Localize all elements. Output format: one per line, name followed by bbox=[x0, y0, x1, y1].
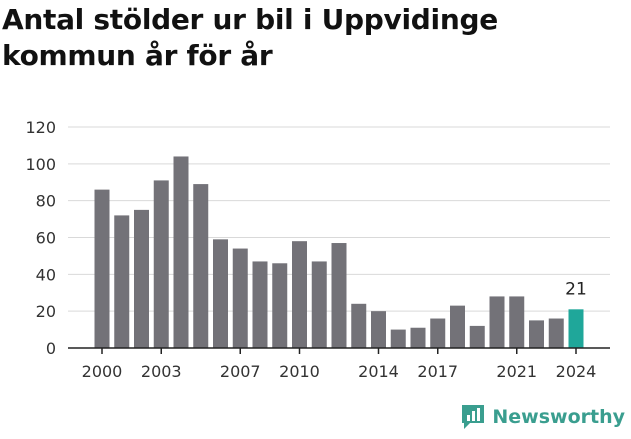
bar-2011 bbox=[311, 261, 327, 348]
x-tick-label-2007: 2007 bbox=[220, 362, 261, 381]
y-tick-label-100: 100 bbox=[25, 155, 56, 174]
bar-2003 bbox=[153, 180, 169, 348]
brand-name: Newsworthy bbox=[492, 406, 625, 428]
bar-2022 bbox=[529, 320, 544, 349]
bar-2015 bbox=[390, 329, 406, 348]
bar-2018 bbox=[450, 305, 465, 348]
bar-2010 bbox=[292, 241, 307, 348]
bar-2001 bbox=[114, 215, 130, 348]
y-tick-label-40: 40 bbox=[36, 265, 56, 284]
x-tick-label-2024: 2024 bbox=[556, 362, 597, 381]
y-tick-label-80: 80 bbox=[36, 192, 56, 211]
newsworthy-logo-icon bbox=[462, 405, 485, 429]
y-tick-label-0: 0 bbox=[46, 339, 56, 358]
x-tick-label-2014: 2014 bbox=[358, 362, 399, 381]
x-tick-label-2003: 2003 bbox=[141, 362, 182, 381]
bar-2023 bbox=[548, 318, 564, 348]
bar-2016 bbox=[410, 327, 426, 348]
bar-2014 bbox=[371, 311, 386, 348]
bar-2024 bbox=[568, 309, 584, 348]
data-labels: 21 bbox=[565, 279, 587, 299]
bar-2019 bbox=[469, 325, 485, 348]
bar-2007 bbox=[232, 248, 248, 348]
bar-2017 bbox=[430, 318, 446, 348]
y-tick-label-20: 20 bbox=[36, 302, 56, 321]
x-tick-label-2000: 2000 bbox=[82, 362, 123, 381]
x-tick-label-2021: 2021 bbox=[496, 362, 537, 381]
bar-2005 bbox=[193, 184, 209, 348]
brand-logo: Newsworthy bbox=[460, 403, 625, 431]
bar-2013 bbox=[351, 303, 367, 348]
bar-2012 bbox=[331, 243, 347, 348]
bar-2021 bbox=[509, 296, 525, 348]
y-axis-tick-labels: 0 20 40 60 80 100 120 bbox=[25, 118, 56, 358]
bar-2004 bbox=[173, 156, 189, 348]
bar-2008 bbox=[252, 261, 268, 348]
bar-2000 bbox=[94, 189, 110, 348]
x-tick-label-2017: 2017 bbox=[417, 362, 458, 381]
bar-2006 bbox=[213, 239, 228, 348]
chart-title: Antal stölder ur bil i Uppvidinge kommun… bbox=[2, 3, 498, 72]
bars bbox=[94, 156, 584, 349]
y-tick-label-120: 120 bbox=[25, 118, 56, 137]
x-tick-label-2010: 2010 bbox=[279, 362, 320, 381]
bar-2020 bbox=[489, 296, 505, 348]
bar-2009 bbox=[272, 263, 288, 348]
y-tick-label-60: 60 bbox=[36, 229, 56, 248]
data-label-2024: 21 bbox=[565, 279, 587, 299]
x-axis: 2000 2003 2007 2010 2014 2017 2021 2024 bbox=[68, 347, 610, 381]
bar-2002 bbox=[134, 209, 149, 349]
